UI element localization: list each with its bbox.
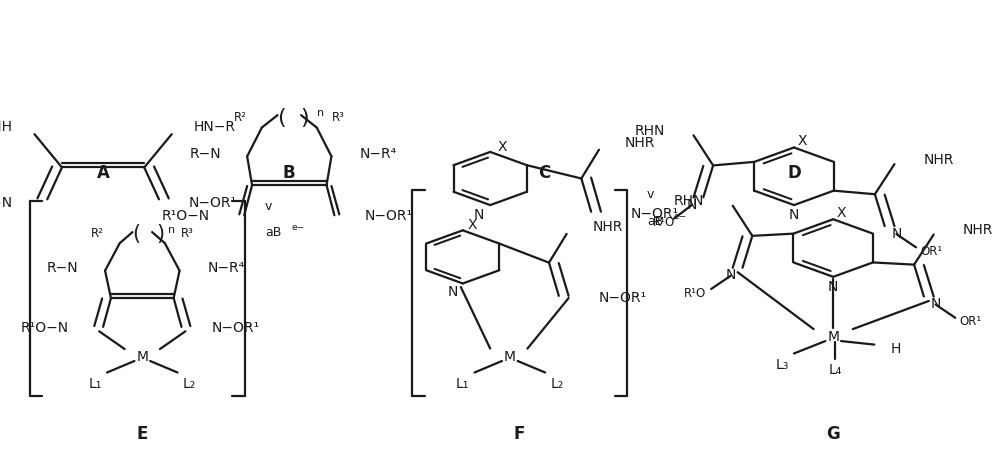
- Text: N: N: [789, 207, 799, 221]
- Text: aB: aB: [647, 215, 663, 228]
- Text: (: (: [132, 224, 140, 244]
- Text: ): ): [301, 108, 309, 128]
- Text: L₂: L₂: [183, 376, 196, 390]
- Text: N−OR¹: N−OR¹: [189, 195, 237, 209]
- Text: R¹O−N: R¹O−N: [161, 209, 209, 223]
- Text: (: (: [277, 108, 286, 128]
- Text: R³: R³: [181, 226, 194, 239]
- Text: N−R⁴: N−R⁴: [360, 147, 397, 161]
- Text: X: X: [468, 218, 477, 232]
- Text: R³: R³: [332, 111, 345, 124]
- Text: X: X: [797, 134, 807, 148]
- Text: v: v: [265, 199, 272, 212]
- Text: R−NH: R−NH: [0, 120, 12, 134]
- Text: HN−R: HN−R: [194, 120, 236, 134]
- Text: R−N: R−N: [189, 147, 221, 161]
- Text: NHR: NHR: [923, 152, 954, 166]
- Text: N: N: [891, 226, 902, 240]
- Text: aB: aB: [265, 226, 281, 239]
- Text: A: A: [97, 163, 110, 181]
- Text: N: N: [448, 285, 458, 299]
- Text: N−OR¹: N−OR¹: [211, 320, 259, 334]
- Text: M: M: [504, 349, 516, 363]
- Text: n: n: [317, 107, 324, 117]
- Text: N: N: [930, 296, 941, 310]
- Text: X: X: [497, 139, 507, 153]
- Text: N: N: [473, 207, 484, 221]
- Text: D: D: [787, 163, 801, 181]
- Text: L₃: L₃: [776, 357, 789, 371]
- Text: L₂: L₂: [550, 376, 563, 390]
- Text: R¹O: R¹O: [653, 216, 675, 229]
- Text: n: n: [168, 224, 175, 234]
- Text: L₁: L₁: [89, 376, 102, 390]
- Text: H: H: [891, 341, 901, 355]
- Text: M: M: [827, 329, 839, 343]
- Text: ): ): [156, 224, 164, 244]
- Text: RHN: RHN: [673, 194, 704, 208]
- Text: N−R⁴: N−R⁴: [208, 261, 245, 275]
- Text: R¹O−N: R¹O−N: [0, 195, 13, 209]
- Text: e−: e−: [291, 222, 304, 231]
- Text: OR¹: OR¹: [960, 315, 982, 328]
- Text: NHR: NHR: [593, 219, 623, 233]
- Text: R¹O: R¹O: [684, 286, 707, 299]
- Text: N−OR¹: N−OR¹: [598, 290, 647, 304]
- Text: L₁: L₁: [456, 376, 469, 390]
- Text: e−: e−: [673, 211, 687, 220]
- Text: E: E: [137, 424, 148, 442]
- Text: R²: R²: [91, 226, 104, 239]
- Text: G: G: [826, 424, 840, 442]
- Text: R¹O−N: R¹O−N: [20, 320, 68, 334]
- Text: N: N: [686, 198, 697, 212]
- Text: C: C: [538, 163, 550, 181]
- Text: OR¹: OR¹: [921, 244, 943, 258]
- Text: R−N: R−N: [47, 261, 79, 275]
- Text: v: v: [647, 188, 654, 201]
- Text: NHR: NHR: [963, 223, 993, 237]
- Text: M: M: [136, 349, 148, 363]
- Text: NHR: NHR: [625, 135, 655, 149]
- Text: F: F: [514, 424, 525, 442]
- Text: N−OR¹: N−OR¹: [631, 206, 679, 220]
- Text: L₄: L₄: [828, 362, 842, 376]
- Text: N: N: [828, 279, 838, 293]
- Text: RHN: RHN: [634, 124, 665, 138]
- Text: N−OR¹: N−OR¹: [364, 209, 412, 223]
- Text: R²: R²: [234, 111, 247, 124]
- Text: N: N: [726, 268, 736, 282]
- Text: B: B: [283, 163, 296, 181]
- Text: X: X: [836, 206, 846, 220]
